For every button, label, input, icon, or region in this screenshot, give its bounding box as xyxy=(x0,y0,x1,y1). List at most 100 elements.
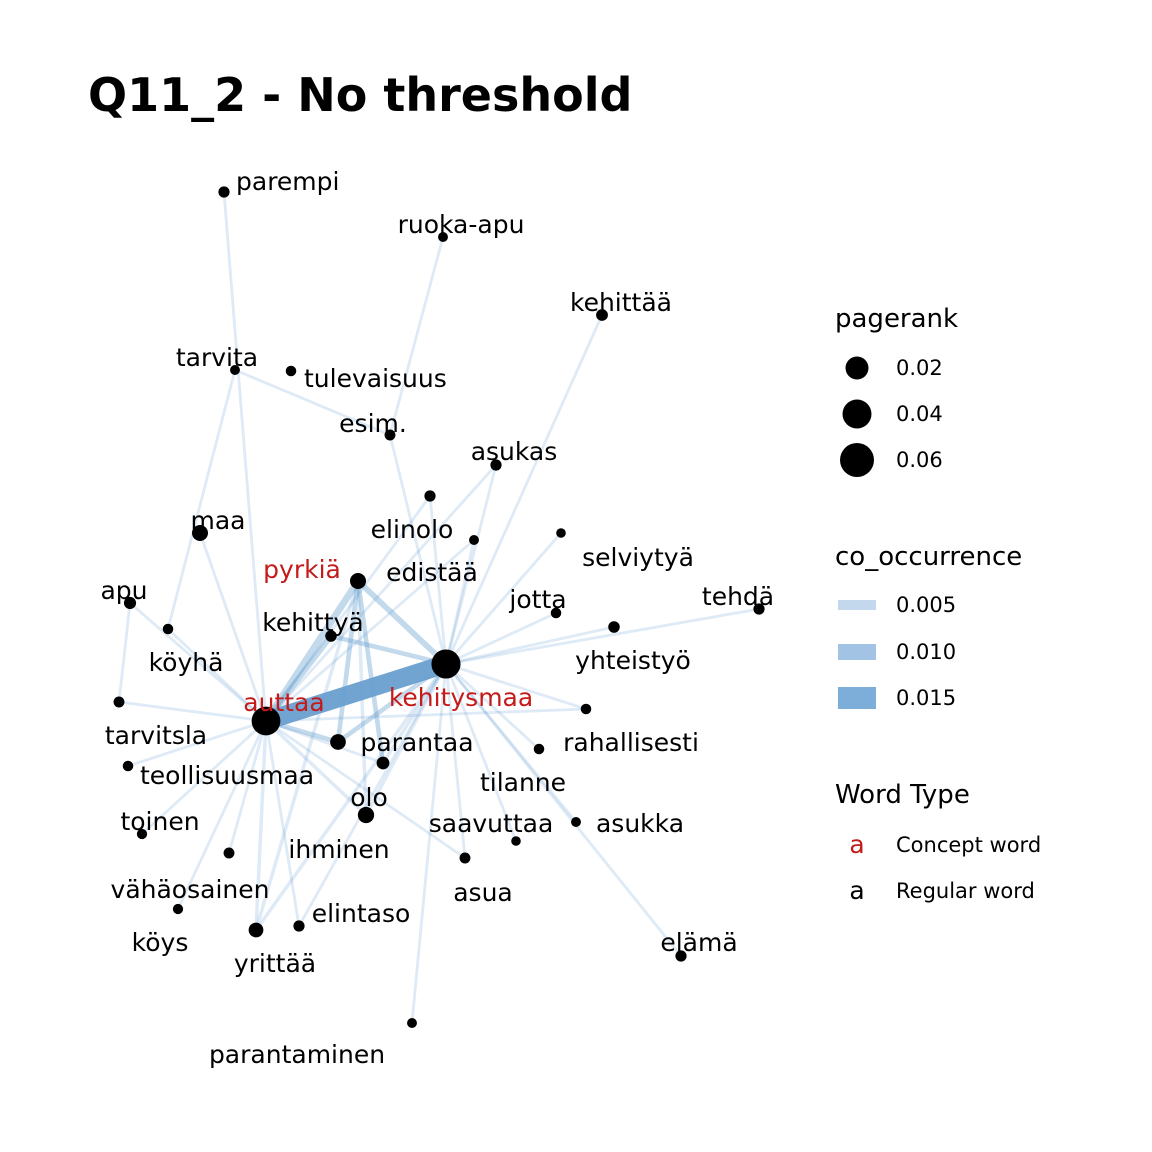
edge-asukas-auttaa xyxy=(264,464,498,722)
edge-rahallisesti-kehitysmaa xyxy=(445,662,587,711)
labels-layer: parempi ruoka-apu kehittää tarvita tulevaisu… xyxy=(100,167,774,1069)
node-label-parantaa: parantaa xyxy=(360,728,473,757)
legend-pagerank-title: pagerank xyxy=(835,304,958,334)
edge-pyrkiä-kehitysmaa xyxy=(356,578,448,667)
node-yhteistyö xyxy=(608,621,620,633)
node-label-ihminen: ihminen xyxy=(288,835,389,864)
node-label-tehdä: tehdä xyxy=(702,582,774,611)
node-label-esim.: esim. xyxy=(339,409,407,438)
edge-apu-tarvitsla xyxy=(117,602,132,703)
node-saavuttaa xyxy=(511,836,521,846)
node-köys xyxy=(172,903,184,915)
edge-parantaa-kehitysmaa xyxy=(336,662,448,744)
edge-yrittää-kehitysmaa xyxy=(254,662,448,932)
edge-parempi-auttaa xyxy=(222,191,268,722)
node-tarvita xyxy=(230,365,240,375)
edge-pyrkiä-olo xyxy=(355,580,386,764)
edge-parantaminen-kehitysmaa xyxy=(410,663,448,1024)
node-label-auttaa: auttaa xyxy=(243,688,324,717)
legend-co-occurrence: co_occurrence 0.005 0.010 0.015 xyxy=(835,542,1022,710)
legend-pagerank-key-2 xyxy=(840,443,874,477)
legend-pagerank: pagerank 0.02 0.04 0.06 xyxy=(835,304,958,477)
legend-co-occurrence-label-1: 0.010 xyxy=(896,640,956,664)
legend-pagerank-label-1: 0.04 xyxy=(896,402,943,426)
node-label-tarvitsla: tarvitsla xyxy=(105,721,207,750)
node-kehittää xyxy=(596,309,608,321)
edge-yrittää-auttaa xyxy=(254,720,268,931)
node-label-edistää: edistää xyxy=(386,558,478,587)
node-toinen xyxy=(136,828,148,840)
node-parempi xyxy=(218,186,230,198)
edge-auttaa-kehitysmaa xyxy=(263,655,449,730)
edge-auttaa-pyrkiä xyxy=(263,579,361,723)
legend-co-occurrence-key-1 xyxy=(838,644,876,660)
node-maa xyxy=(192,525,208,541)
node-teollisuusmaa xyxy=(122,760,134,772)
edge-olo-auttaa xyxy=(265,719,384,765)
edge-ihminen-kehitysmaa xyxy=(364,663,448,816)
edge-edistää-auttaa xyxy=(265,538,475,723)
edge-auttaa-kehittyä xyxy=(263,634,334,723)
node-elämä xyxy=(675,950,687,962)
legend-word-type-glyph-1: a xyxy=(849,876,864,905)
legend-word-type-title: Word Type xyxy=(835,780,970,810)
node-label-asukka: asukka xyxy=(596,809,684,838)
node-asukka xyxy=(571,817,581,827)
node-edistää xyxy=(469,535,479,545)
edge-kehittyä-kehitysmaa xyxy=(330,633,447,667)
node-vähäosainen xyxy=(223,847,235,859)
node-apu xyxy=(123,596,137,610)
node-label-kehitysmaa: kehitysmaa xyxy=(389,683,533,712)
edge-pyrkiä-parantaa xyxy=(335,580,361,743)
legend-pagerank-key-0 xyxy=(845,356,869,380)
edge-tilanne-kehitysmaa xyxy=(445,662,540,751)
edge-ruoka-apu-esim. xyxy=(388,236,445,436)
node-label-yhteistyö: yhteistyö xyxy=(575,646,691,675)
node-label-vähäosainen: vähäosainen xyxy=(111,875,270,904)
node-yrittää xyxy=(248,922,264,938)
node-label-saavuttaa: saavuttaa xyxy=(429,809,554,838)
legend-pagerank-key-1 xyxy=(842,399,872,429)
edge-elämä-kehitysmaa xyxy=(444,663,683,957)
chart-title: Q11_2 - No threshold xyxy=(88,68,633,122)
node-label-köys: köys xyxy=(132,928,189,957)
node-label-jotta: jotta xyxy=(508,585,566,614)
node-tehdä xyxy=(753,603,765,615)
node-esim. xyxy=(384,429,396,441)
edge-maa-auttaa xyxy=(198,532,268,722)
edge-teollisuusmaa-auttaa xyxy=(127,719,267,768)
node-label-elinolo: elinolo xyxy=(371,515,454,544)
edge-tarvita-köyhä xyxy=(166,369,237,630)
node-label-ruoka-apu: ruoka-apu xyxy=(398,210,525,239)
legend-word-type-label-0: Concept word xyxy=(896,833,1041,857)
node-tarvitsla xyxy=(113,696,125,708)
node-label-yrittää: yrittää xyxy=(234,949,316,978)
node-kehitysmaa xyxy=(431,649,461,679)
node-parantaminen xyxy=(407,1018,417,1028)
legend-co-occurrence-label-0: 0.005 xyxy=(896,593,956,617)
node-köyhä xyxy=(162,623,174,635)
node-label-teollisuusmaa: teollisuusmaa xyxy=(140,761,314,790)
node-ihminen xyxy=(357,806,375,824)
node-label-apu: apu xyxy=(100,576,147,605)
node-olo xyxy=(376,756,390,770)
edge-jotta-kehitysmaa xyxy=(445,611,557,666)
edge-vähäosainen-auttaa xyxy=(227,720,268,854)
node-elintaso xyxy=(293,920,305,932)
edge-tehdä-kehitysmaa xyxy=(445,607,760,666)
edge-köys-auttaa xyxy=(176,720,268,910)
legend-word-type-glyph-0: a xyxy=(849,830,864,859)
node-rahallisesti xyxy=(580,703,592,715)
edge-elintaso-kehitysmaa xyxy=(297,663,448,927)
edge-elinolo-auttaa xyxy=(264,495,432,722)
node-kehittyä xyxy=(325,630,337,642)
node-pyrkiä xyxy=(350,573,366,589)
edge-olo-kehitysmaa xyxy=(381,663,448,764)
edge-asukas-kehitysmaa xyxy=(444,464,498,665)
edge-saavuttaa-kehitysmaa xyxy=(444,663,518,842)
node-label-rahallisesti: rahallisesti xyxy=(563,728,699,757)
node-label-tilanne: tilanne xyxy=(480,768,566,797)
edge-apu-auttaa xyxy=(129,601,267,723)
edge-edistää-kehitysmaa xyxy=(444,539,476,665)
